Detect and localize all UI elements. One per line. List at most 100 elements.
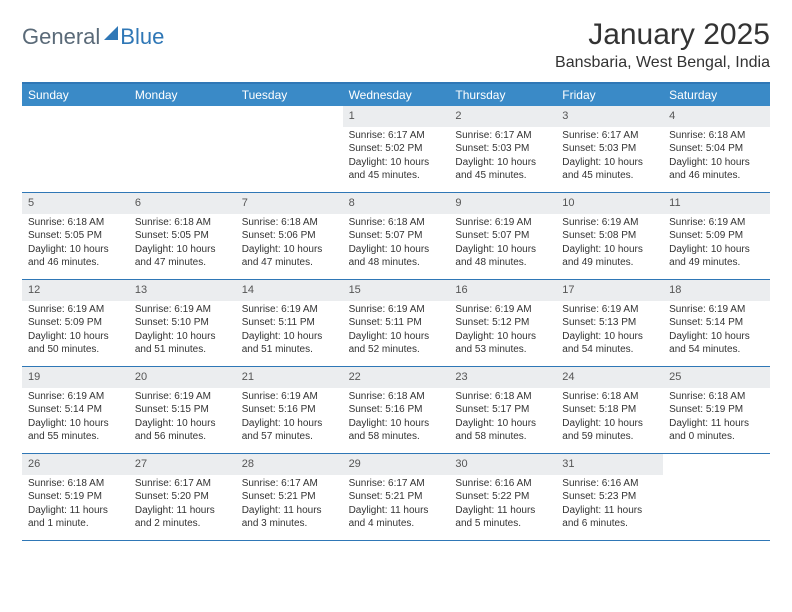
- daylight-text: Daylight: 10 hours and 47 minutes.: [135, 243, 230, 270]
- day-cell: 22Sunrise: 6:18 AMSunset: 5:16 PMDayligh…: [343, 367, 450, 453]
- day-number: 20: [129, 367, 236, 388]
- day-info: Sunrise: 6:19 AMSunset: 5:11 PMDaylight:…: [236, 303, 343, 361]
- day-info: Sunrise: 6:18 AMSunset: 5:16 PMDaylight:…: [343, 390, 450, 448]
- sunset-text: Sunset: 5:14 PM: [28, 403, 123, 417]
- week-row: 12 Sunrise: 6:19 AM Sunset: 5:09 PMDayligh…: [22, 280, 770, 367]
- day-number: 30: [449, 454, 556, 475]
- day-number: 3: [556, 106, 663, 127]
- day-header-wed: Wednesday: [343, 84, 450, 106]
- sunset-text: Sunset: 5:02 PM: [349, 142, 444, 156]
- week-row: 19Sunrise: 6:19 AMSunset: 5:14 PMDayligh…: [22, 367, 770, 454]
- sunset-text: Sunset: 5:05 PM: [28, 229, 123, 243]
- daylight-text: Daylight: 11 hours and 6 minutes.: [562, 504, 657, 531]
- daylight-text: Daylight: 10 hours and 58 minutes.: [349, 417, 444, 444]
- day-header-sat: Saturday: [663, 84, 770, 106]
- daylight-text: Daylight: 10 hours and 49 minutes.: [669, 243, 764, 270]
- day-cell: 14Sunrise: 6:19 AMSunset: 5:11 PMDayligh…: [236, 280, 343, 366]
- day-number: 19: [22, 367, 129, 388]
- sunrise-text: Sunrise: 6:17 AM: [455, 129, 550, 143]
- logo: General Blue: [22, 18, 164, 50]
- daylight-text: Daylight: 10 hours and 46 minutes.: [28, 243, 123, 270]
- sunrise-text: Sunrise: 6:19 AM: [669, 216, 764, 230]
- day-cell: 19Sunrise: 6:19 AMSunset: 5:14 PMDayligh…: [22, 367, 129, 453]
- sunrise-text: Sunrise: 6:19 AM: [135, 303, 230, 317]
- sunrise-text: Sunrise: 6:18 AM: [455, 390, 550, 404]
- sunset-text: Sunset: 5:03 PM: [455, 142, 550, 156]
- day-cell: 1Sunrise: 6:17 AMSunset: 5:02 PMDaylight…: [343, 106, 450, 192]
- sunset-text: Sunset: 5:11 PM: [349, 316, 444, 330]
- day-info: Sunrise: 6:16 AMSunset: 5:23 PMDaylight:…: [556, 477, 663, 535]
- day-cell: 16Sunrise: 6:19 AMSunset: 5:12 PMDayligh…: [449, 280, 556, 366]
- day-number: 21: [236, 367, 343, 388]
- day-info: Sunrise: 6:18 AMSunset: 5:19 PMDaylight:…: [22, 477, 129, 535]
- sunset-text: Sunset: 5:10 PM: [135, 316, 230, 330]
- day-number: 23: [449, 367, 556, 388]
- day-cell: [22, 106, 129, 192]
- daylight-text: Daylight: 10 hours and 56 minutes.: [135, 417, 230, 444]
- daylight-text: Daylight: 10 hours and 59 minutes.: [562, 417, 657, 444]
- day-info: Sunrise: 6:19 AMSunset: 5:14 PMDaylight:…: [663, 303, 770, 361]
- day-number: 24: [556, 367, 663, 388]
- day-info: Sunrise: 6:17 AMSunset: 5:21 PMDaylight:…: [343, 477, 450, 535]
- day-cell: 4Sunrise: 6:18 AMSunset: 5:04 PMDaylight…: [663, 106, 770, 192]
- day-cell: 12Sunrise: 6:19 AMSunset: 5:09 PMDayligh…: [22, 280, 129, 366]
- sunset-text: Sunset: 5:08 PM: [562, 229, 657, 243]
- day-cell: 20Sunrise: 6:19 AMSunset: 5:15 PMDayligh…: [129, 367, 236, 453]
- daylight-text: Daylight: 10 hours and 57 minutes.: [242, 417, 337, 444]
- sunset-text: Sunset: 5:19 PM: [28, 490, 123, 504]
- day-number: 29: [343, 454, 450, 475]
- day-info: Sunrise: 6:17 AMSunset: 5:20 PMDaylight:…: [129, 477, 236, 535]
- day-cell: 17Sunrise: 6:19 AMSunset: 5:13 PMDayligh…: [556, 280, 663, 366]
- day-cell: 26Sunrise: 6:18 AMSunset: 5:19 PMDayligh…: [22, 454, 129, 540]
- sunrise-text: Sunrise: 6:18 AM: [135, 216, 230, 230]
- daylight-text: Daylight: 11 hours and 2 minutes.: [135, 504, 230, 531]
- sunset-text: Sunset: 5:21 PM: [349, 490, 444, 504]
- day-info: Sunrise: 6:19 AMSunset: 5:14 PMDaylight:…: [22, 390, 129, 448]
- day-info: Sunrise: 6:19 AMSunset: 5:16 PMDaylight:…: [236, 390, 343, 448]
- header: General Blue January 2025 Bansbaria, Wes…: [22, 18, 770, 72]
- sunset-text: Sunset: 5:16 PM: [242, 403, 337, 417]
- sunrise-text: Sunrise: 6:17 AM: [242, 477, 337, 491]
- location-label: Bansbaria, West Bengal, India: [555, 54, 770, 72]
- day-header-thu: Thursday: [449, 84, 556, 106]
- daylight-text: Daylight: 10 hours and 45 minutes.: [562, 156, 657, 183]
- sunrise-text: Sunrise: 6:18 AM: [242, 216, 337, 230]
- day-cell: 18Sunrise: 6:19 AMSunset: 5:14 PMDayligh…: [663, 280, 770, 366]
- day-info: Sunrise: 6:18 AMSunset: 5:05 PMDaylight:…: [22, 216, 129, 274]
- day-info: Sunrise: 6:18 AMSunset: 5:06 PMDaylight:…: [236, 216, 343, 274]
- day-cell: 11Sunrise: 6:19 AMSunset: 5:09 PMDayligh…: [663, 193, 770, 279]
- day-number: 16: [449, 280, 556, 301]
- day-header-mon: Monday: [129, 84, 236, 106]
- daylight-text: Daylight: 11 hours and 0 minutes.: [669, 417, 764, 444]
- sunrise-text: Sunrise: 6:19 AM: [349, 303, 444, 317]
- sunset-text: Sunset: 5:16 PM: [349, 403, 444, 417]
- day-number: 13: [129, 280, 236, 301]
- sunrise-text: Sunrise: 6:18 AM: [28, 216, 123, 230]
- sunrise-text: Sunrise: 6:17 AM: [349, 129, 444, 143]
- day-cell: 6Sunrise: 6:18 AMSunset: 5:05 PMDaylight…: [129, 193, 236, 279]
- sunset-text: Sunset: 5:17 PM: [455, 403, 550, 417]
- sunrise-text: Sunrise: 6:17 AM: [562, 129, 657, 143]
- sunrise-text: Sunrise: 6:18 AM: [669, 129, 764, 143]
- day-cell: 9Sunrise: 6:19 AMSunset: 5:07 PMDaylight…: [449, 193, 556, 279]
- day-info: Sunrise: 6:19 AMSunset: 5:13 PMDaylight:…: [556, 303, 663, 361]
- day-number: 31: [556, 454, 663, 475]
- sunrise-text: Sunrise: 6:18 AM: [349, 390, 444, 404]
- day-info: Sunrise: 6:19 AMSunset: 5:10 PMDaylight:…: [129, 303, 236, 361]
- sunrise-text: Sunrise: 6:19 AM: [562, 303, 657, 317]
- daylight-text: Daylight: 10 hours and 50 minutes.: [28, 330, 123, 357]
- day-cell: 13Sunrise: 6:19 AMSunset: 5:10 PMDayligh…: [129, 280, 236, 366]
- day-number: 12: [22, 280, 129, 301]
- day-number: 28: [236, 454, 343, 475]
- sunrise-text: Sunrise: 6:19 AM: [455, 303, 550, 317]
- sunset-text: Sunset: 5:21 PM: [242, 490, 337, 504]
- sunrise-text: Sunrise: 6:18 AM: [349, 216, 444, 230]
- day-number: 14: [236, 280, 343, 301]
- sunset-text: Sunset: 5:09 PM: [28, 316, 123, 330]
- sunset-text: Sunset: 5:12 PM: [455, 316, 550, 330]
- day-info: Sunrise: 6:16 AMSunset: 5:22 PMDaylight:…: [449, 477, 556, 535]
- day-cell: 30Sunrise: 6:16 AMSunset: 5:22 PMDayligh…: [449, 454, 556, 540]
- day-cell: [663, 454, 770, 540]
- day-cell: 25Sunrise: 6:18 AMSunset: 5:19 PMDayligh…: [663, 367, 770, 453]
- sunrise-text: Sunrise: 6:18 AM: [28, 477, 123, 491]
